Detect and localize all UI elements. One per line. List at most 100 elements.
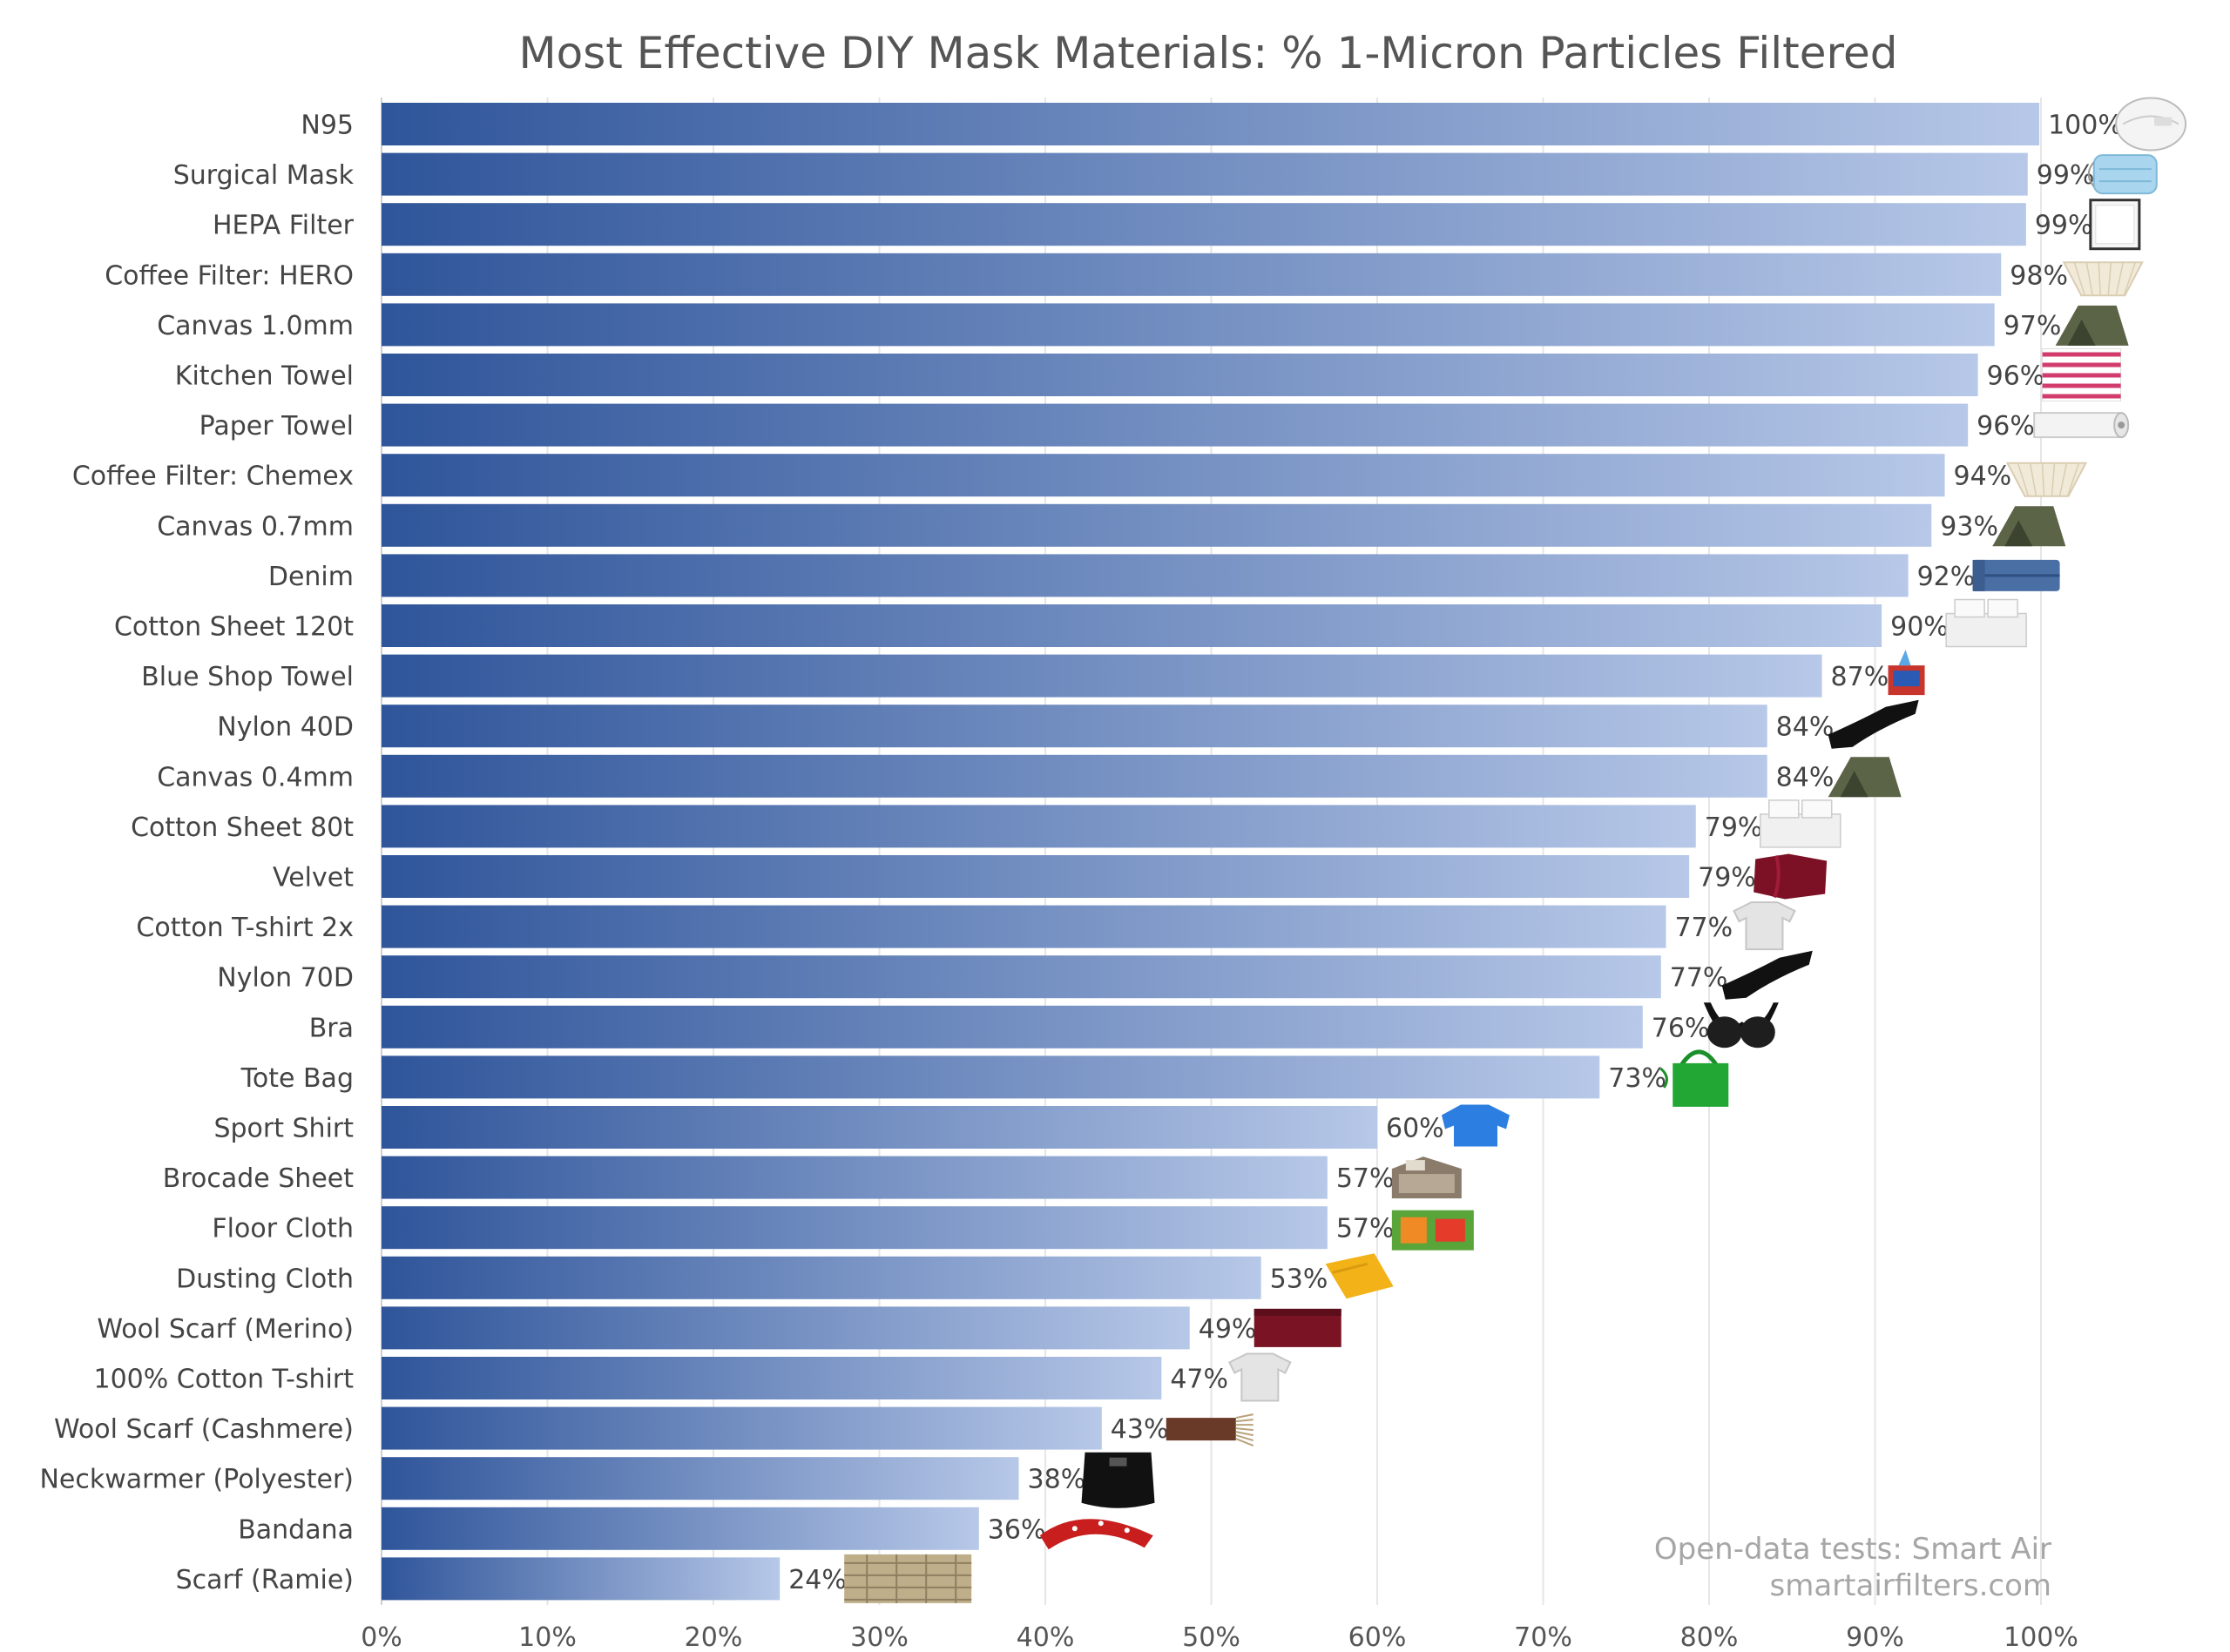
value-label: 57%	[1336, 1163, 1395, 1194]
floor-cloth-pack-icon	[1391, 1210, 1474, 1251]
canvas-tent-icon	[1828, 757, 1902, 798]
value-label: 47%	[1170, 1365, 1228, 1395]
bar	[382, 103, 2040, 145]
bar	[382, 454, 1945, 497]
category-label: Kitchen Towel	[175, 361, 354, 392]
cotton-sheet-icon	[1760, 799, 1841, 848]
value-label: 79%	[1698, 863, 1756, 893]
category-label: Cotton Sheet 120t	[114, 612, 354, 643]
value-label: 57%	[1336, 1214, 1395, 1244]
x-tick-label: 60%	[1348, 1622, 1407, 1652]
canvas-tent-icon	[1992, 506, 2066, 547]
value-label: 94%	[1954, 462, 2012, 492]
value-label: 60%	[1386, 1114, 1444, 1144]
category-labels: N95 Surgical Mask HEPA Filter Coffee Filter…	[39, 111, 354, 1595]
dusting-cloth-icon	[1325, 1253, 1394, 1299]
value-label: 99%	[2035, 211, 2093, 241]
bra-icon	[1703, 1002, 1779, 1049]
surgical-mask-icon	[2087, 154, 2158, 195]
value-label: 99%	[2037, 160, 2095, 191]
value-label: 77%	[1674, 913, 1733, 943]
category-label: Bandana	[238, 1514, 354, 1545]
coffee-filter-icon	[2005, 462, 2088, 497]
bandana-icon	[1039, 1519, 1153, 1550]
value-label: 84%	[1776, 762, 1835, 792]
denim-jeans-icon	[1972, 559, 2060, 591]
source-url: smartairfilters.com	[1770, 1568, 2051, 1603]
category-label: HEPA Filter	[213, 211, 355, 241]
bar	[382, 152, 2028, 196]
bar	[382, 855, 1690, 898]
source-credit: Open-data tests: Smart Air	[1654, 1532, 2051, 1567]
category-label: Canvas 1.0mm	[157, 311, 354, 341]
value-label: 84%	[1776, 712, 1835, 743]
category-label: Nylon 40D	[217, 712, 354, 743]
bar	[382, 1306, 1190, 1350]
bar	[382, 1557, 780, 1601]
category-label: N95	[301, 111, 354, 141]
value-label: 24%	[788, 1565, 847, 1595]
category-label: Tote Bag	[240, 1063, 354, 1094]
bar	[382, 303, 1995, 347]
category-label: Cotton T-shirt 2x	[136, 913, 354, 943]
value-label: 49%	[1199, 1314, 1257, 1345]
value-label: 53%	[1270, 1264, 1328, 1294]
category-label: Neckwarmer (Polyester)	[39, 1465, 354, 1495]
tote-bag-icon	[1659, 1049, 1729, 1107]
category-label: Brocade Sheet	[163, 1163, 354, 1194]
nylon-stocking-icon	[1828, 699, 1919, 749]
value-label: 73%	[1608, 1063, 1666, 1094]
category-label: Denim	[268, 562, 354, 592]
x-tick-label: 0%	[361, 1622, 402, 1652]
hepa-filter-icon	[2089, 199, 2141, 251]
coffee-filter-icon	[2062, 261, 2144, 297]
chart-title: Most Effective DIY Mask Materials: % 1-M…	[519, 28, 1898, 78]
x-axis-ticks: 0% 10% 20% 30% 40% 50% 60% 70% 80% 90% 100%	[361, 1622, 2078, 1652]
ramie-scarf-icon	[844, 1554, 972, 1603]
category-label: Wool Scarf (Cashmere)	[54, 1414, 354, 1445]
value-label: 92%	[1917, 562, 1976, 592]
tshirt-icon	[1228, 1352, 1292, 1402]
cashmere-scarf-icon	[1166, 1413, 1254, 1447]
category-label: Dusting Cloth	[176, 1264, 354, 1294]
category-label: Blue Shop Towel	[141, 662, 354, 692]
bar	[382, 905, 1666, 948]
category-label: Cotton Sheet 80t	[131, 813, 354, 843]
cotton-sheet-icon	[1945, 598, 2027, 648]
value-label: 87%	[1831, 662, 1889, 692]
value-labels: 100% 99% 99% 98% 97% 96% 96% 94% 93% 92% 90%87% 84%…	[788, 111, 2123, 1595]
category-label: Floor Cloth	[212, 1214, 354, 1244]
category-label: Paper Towel	[199, 411, 354, 442]
bar	[382, 604, 1882, 647]
bar	[382, 1507, 979, 1550]
bar	[382, 1055, 1600, 1099]
bar	[382, 955, 1661, 999]
value-label: 79%	[1705, 813, 1763, 843]
bar	[382, 354, 1978, 396]
bar	[382, 1256, 1261, 1299]
bar	[382, 654, 1822, 698]
bar	[382, 1406, 1102, 1450]
bar	[382, 705, 1767, 748]
bar	[382, 1457, 1019, 1500]
value-label: 96%	[1977, 411, 2035, 442]
category-label: Canvas 0.4mm	[157, 762, 354, 792]
brocade-bedsheet-icon	[1391, 1156, 1462, 1199]
x-tick-label: 30%	[850, 1622, 909, 1652]
bar	[382, 554, 1909, 597]
wool-scarf-icon	[1254, 1308, 1341, 1347]
value-label: 43%	[1111, 1414, 1169, 1445]
x-tick-label: 90%	[1846, 1622, 1904, 1652]
bars	[382, 103, 2040, 1601]
paper-towel-roll-icon	[2033, 412, 2130, 439]
x-tick-label: 20%	[685, 1622, 743, 1652]
category-label: Velvet	[273, 863, 354, 893]
x-tick-label: 80%	[1680, 1622, 1739, 1652]
nylon-stocking-icon	[1721, 950, 1813, 1000]
value-label: 36%	[988, 1514, 1046, 1545]
value-label: 96%	[1987, 361, 2045, 392]
x-tick-label: 100%	[2004, 1622, 2078, 1652]
value-label: 77%	[1670, 963, 1728, 994]
